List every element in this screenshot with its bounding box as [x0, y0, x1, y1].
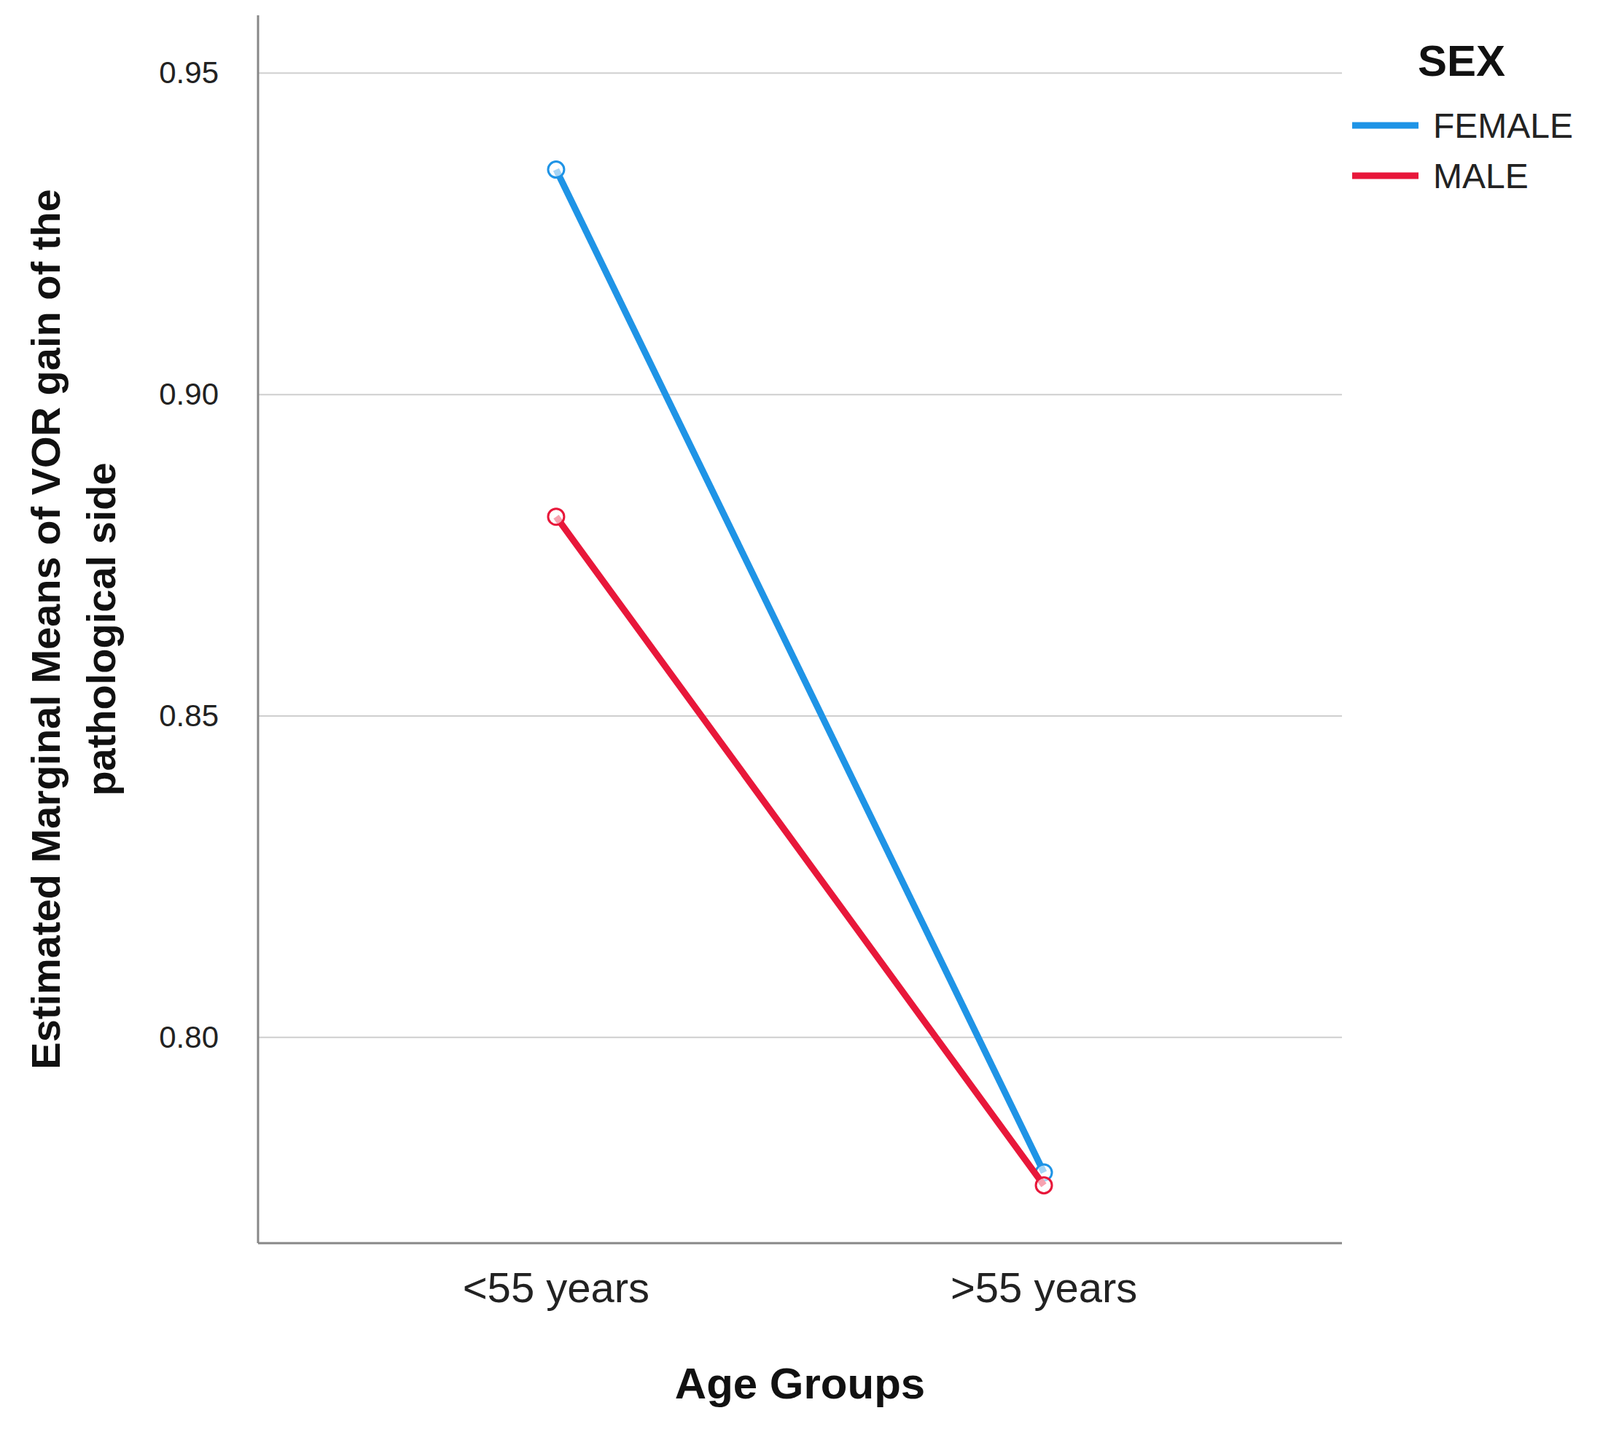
legend-label: MALE: [1433, 156, 1529, 196]
series-marker: [548, 161, 565, 178]
y-axis: [257, 15, 260, 1243]
series-line: [556, 516, 1044, 1186]
legend-swatch: [1352, 122, 1419, 130]
chart: 0.80 0.85 0.90 0.95 <55 years >55 years Age Gr…: [0, 0, 1600, 1432]
legend-label: FEMALE: [1433, 106, 1574, 146]
x-axis: [258, 1242, 1342, 1245]
series-marker: [1035, 1177, 1052, 1194]
x-axis-title: Age Groups: [674, 1358, 926, 1408]
y-tick-label: 0.85: [158, 698, 219, 733]
legend-swatch: [1352, 172, 1419, 180]
y-axis-title-line: Estimated Marginal Means of VOR gain of …: [22, 188, 69, 1069]
x-tick-label: <55 years: [462, 1263, 650, 1311]
y-tick-label: 0.95: [158, 55, 219, 90]
grid-line: [258, 1036, 1342, 1038]
grid-line: [258, 715, 1342, 717]
x-tick-label: >55 years: [950, 1263, 1138, 1311]
y-axis-title-line: pathological side: [77, 462, 124, 796]
legend-title: SEX: [1417, 36, 1506, 86]
y-tick-label: 0.90: [158, 376, 219, 412]
legend: SEX FEMALE MALE: [1352, 36, 1574, 196]
grid-line: [258, 393, 1342, 396]
y-axis-title: Estimated Marginal Means of VOR gain of …: [22, 188, 124, 1069]
plot-area: [548, 161, 1052, 1194]
grid-line: [258, 72, 1342, 74]
series-line: [556, 169, 1044, 1173]
y-tick-label: 0.80: [158, 1019, 219, 1055]
series-marker: [548, 508, 565, 525]
